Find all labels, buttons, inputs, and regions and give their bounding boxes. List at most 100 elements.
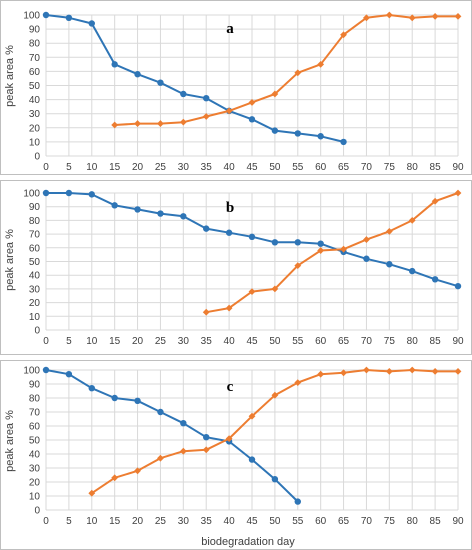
panel-a-y-tick-label: 30 [29,109,41,120]
panel-b-series-2-point [340,245,347,253]
panel-c-series-2-point [340,369,347,377]
panel-c-series-2-point [317,370,325,378]
panel-c-series-2-point [408,366,416,374]
panel-a-series-2-point [385,11,393,19]
panel-a-series-1-line [45,14,344,143]
panel-b-x-tick-label: 25 [155,336,167,347]
panel-a-y-tick-label: 20 [29,123,41,134]
panel-c-series-1-point [203,434,210,441]
panel-a-series-1-point [271,127,279,134]
panel-c-frame [0,360,472,550]
panel-c-series-1-point [271,476,279,483]
panel-b-x-tick-label: 55 [292,336,304,347]
panel-a-x-tick-label: 60 [315,162,327,173]
panel-c-y-tick-label: 70 [29,408,41,419]
panel-a-series-2-point [179,118,187,126]
panel-c-y-tick-label: 100 [23,366,40,377]
panel-c-x-tick-label: 5 [66,516,72,527]
panel-b-y-axis-label: peak area % [4,229,16,291]
panel-b-x-tick-label: 15 [109,336,121,347]
panel-a-x-tick-label: 70 [361,162,373,173]
panel-c-series-2-point [431,368,439,375]
panel-b-series-1-point [317,240,324,247]
panel-a-series-1-point [317,133,324,140]
panel-a-series-2-line [114,14,458,126]
panel-a-series-2-point [157,120,164,127]
panel-a-x-tick-label: 85 [430,162,442,173]
panel-a-series-2-point [294,69,302,77]
panel-b-x-tick-label: 5 [66,336,72,347]
panel-b-y-tick-label: 70 [29,230,41,241]
panel-a-series-2-point [431,13,439,20]
panel-c-series-1-point [42,366,50,374]
panel-c-x-tick-label: 25 [155,516,167,527]
panel-b-series-2-point [317,247,325,254]
panel-a-y-tick-label: 60 [29,67,41,78]
panel-c-series-2-point [363,366,370,374]
panel-c-series-2-point [385,368,393,375]
panel-b-series-1-point [431,276,439,283]
panel-c-x-tick-label: 45 [246,516,258,527]
panel-b-y-tick-label: 20 [29,298,41,309]
panel-b-series-1-point [271,239,279,246]
panel-c-y-axis-label: peak area % [4,410,16,472]
panel-c-y-tick-label: 30 [29,464,41,475]
panel-b-series-1-point [42,189,50,197]
panel-a-x-tick-label: 65 [338,162,350,173]
panel-b-series-1-point [409,267,416,275]
panel-b-series-2-point [454,189,462,197]
panel-c-series-2-point [225,435,233,442]
panel-c-x-tick-label: 0 [43,516,49,527]
panel-a-series-2-point [134,120,141,127]
panel-a-x-tick-label: 90 [452,162,464,173]
panel-a-x-tick-label: 75 [384,162,396,173]
panel-b-series-1-point [134,206,141,213]
panel-b-series-2-point [271,285,279,293]
panel-a-series-1-point [248,116,256,123]
panel-b-series-2-point [248,288,256,296]
panel-c-y-tick-label: 20 [29,478,41,489]
panel-a-x-tick-label: 30 [178,162,190,173]
panel-b-series-2-point [408,217,416,224]
panel-c-label: c [227,379,234,395]
panel-a-series-2-point [408,14,416,22]
panel-c-y-tick-label: 60 [29,422,41,433]
panel-b-series-2-point [385,227,393,235]
panel-c-series-1-point [111,394,118,402]
panel-c-x-tick-label: 65 [338,516,350,527]
panel-c-series-2-point [202,446,210,454]
panel-a-series-1-point [42,11,50,19]
panel-a-series-2-point [454,13,462,20]
panel-b-y-tick-label: 0 [34,326,40,337]
panel-b-series-1-point [454,282,462,290]
panel-b-series-1-point [294,239,301,246]
panel-a-x-tick-label: 0 [43,162,49,173]
panel-a-frame [0,0,472,175]
panel-c-x-tick-label: 15 [109,516,121,527]
panel-b-series-2-point [294,262,302,270]
panel-b-x-tick-label: 70 [361,336,373,347]
panel-b-series-2-line [206,192,459,314]
panel-c-series-2-point [454,368,462,375]
panel-a-series-2-point [271,90,279,98]
panel-b-x-tick-label: 65 [338,336,350,347]
panel-b-series-1-point [88,191,95,198]
panel-c-series-2-point [134,467,141,475]
panel-c-x-tick-label: 40 [224,516,236,527]
panel-a-series-1-point [157,79,164,86]
panel-a-series-2-point [202,113,210,120]
panel-b-x-tick-label: 0 [43,336,49,347]
panel-a-y-tick-label: 10 [29,137,41,148]
panel-a-y-tick-label: 90 [29,25,41,36]
panel-a-x-tick-label: 40 [224,162,236,173]
panel-c-y-tick-label: 80 [29,394,41,405]
panel-c-x-tick-label: 60 [315,516,327,527]
panel-b-y-tick-label: 60 [29,243,41,254]
panel-b-series-1-point [203,225,210,232]
panel-a-x-tick-label: 80 [407,162,419,173]
panel-b-y-tick-label: 10 [29,312,41,323]
panel-a-x-tick-label: 45 [246,162,258,173]
panel-b-series-1-point [363,255,370,262]
panel-a-x-tick-label: 5 [66,162,72,173]
